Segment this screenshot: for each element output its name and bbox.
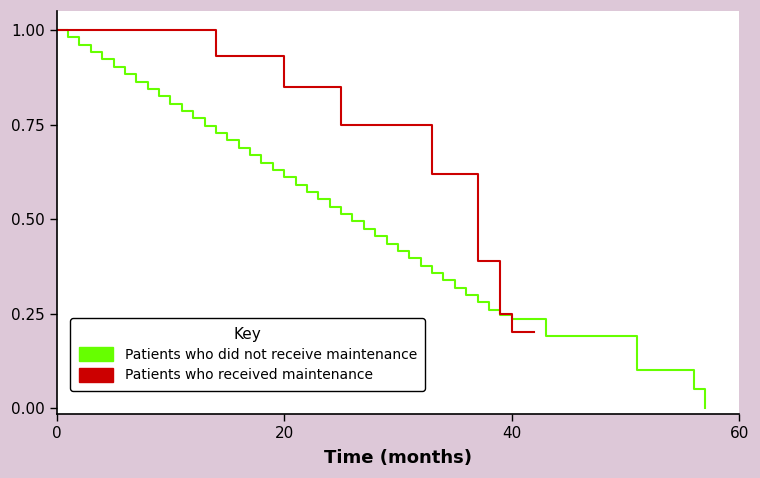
X-axis label: Time (months): Time (months): [324, 449, 472, 467]
Legend: Patients who did not receive maintenance, Patients who received maintenance: Patients who did not receive maintenance…: [71, 318, 425, 391]
